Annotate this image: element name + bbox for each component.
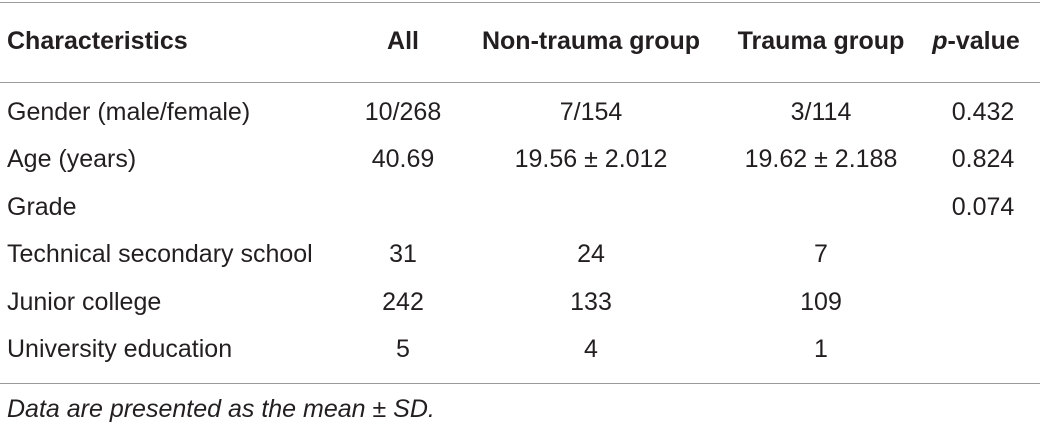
cell-non-trauma: 19.56 ± 2.012 <box>514 145 668 173</box>
cell-non-trauma: 7/154 <box>559 98 623 126</box>
cell-p-value: 0.824 <box>951 145 1015 173</box>
header-non-trauma-group: Non-trauma group <box>481 27 701 55</box>
row-label: Gender (male/female) <box>7 98 251 126</box>
table-bottom-rule <box>0 383 1040 384</box>
cell-non-trauma: 133 <box>570 288 612 316</box>
row-label: University education <box>7 335 233 363</box>
cell-all: 10/268 <box>364 98 442 126</box>
header-characteristics: Characteristics <box>7 27 188 55</box>
cell-non-trauma: 24 <box>577 240 605 268</box>
header-p-value: p-value <box>914 18 1038 64</box>
row-label: Age (years) <box>7 145 137 173</box>
cell-trauma: 1 <box>814 335 828 363</box>
cell-trauma: 7 <box>814 240 828 268</box>
table-row: University education 5 4 1 <box>0 326 1040 372</box>
cell-p-value: 0.432 <box>951 98 1015 126</box>
table-top-rule <box>0 2 1040 3</box>
row-label: Technical secondary school <box>7 240 313 268</box>
table-footnote: Data are presented as the mean ± SD. <box>7 395 435 423</box>
table-row: Junior college 242 133 109 <box>0 279 1040 325</box>
cell-all: 242 <box>382 288 424 316</box>
row-label: Grade <box>7 193 77 221</box>
cell-trauma: 19.62 ± 2.188 <box>744 145 898 173</box>
header-trauma-group: Trauma group <box>737 27 905 55</box>
header-p-letter: p <box>932 27 948 55</box>
table-row: Grade 0.074 <box>0 184 1040 230</box>
header-all: All <box>387 27 419 55</box>
table-header-rule <box>0 82 1040 83</box>
cell-all: 40.69 <box>371 145 435 173</box>
cell-trauma: 3/114 <box>790 98 852 126</box>
cell-non-trauma: 4 <box>584 335 598 363</box>
cell-all: 5 <box>396 335 410 363</box>
table-row: Technical secondary school 31 24 7 <box>0 231 1040 277</box>
cell-p-value: 0.074 <box>951 193 1015 221</box>
row-label: Junior college <box>7 288 162 316</box>
table-header-row: Characteristics All Non-trauma group Tra… <box>0 18 1040 64</box>
cell-all: 31 <box>389 240 417 268</box>
header-p-suffix: -value <box>947 27 1020 55</box>
cell-trauma: 109 <box>800 288 842 316</box>
table-row: Gender (male/female) 10/268 7/154 3/114 … <box>0 89 1040 135</box>
table-row: Age (years) 40.69 19.56 ± 2.012 19.62 ± … <box>0 136 1040 182</box>
